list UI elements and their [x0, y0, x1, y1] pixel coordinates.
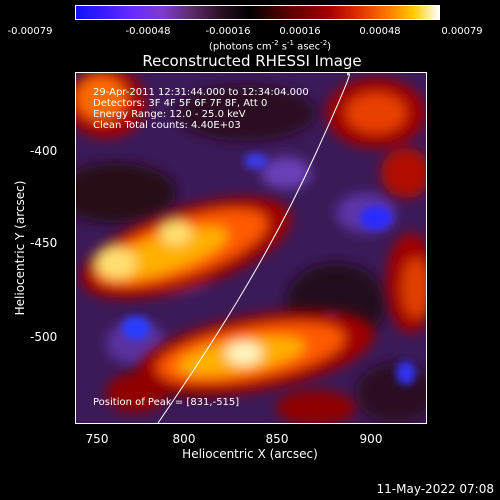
render-timestamp: 11-May-2022 07:08: [376, 482, 494, 496]
info-total-counts: Clean Total counts: 4.40E+03: [93, 120, 241, 131]
info-detectors: Detectors: 3F 4F 5F 6F 7F 8F, Att 0: [93, 98, 268, 109]
colorbar-tick: 0.00079: [441, 26, 483, 37]
x-tick-label: 900: [359, 432, 383, 446]
info-time-range: 29-Apr-2011 12:31:44.000 to 12:34:04.000: [93, 87, 309, 98]
plot-title: Reconstructed RHESSI Image: [142, 52, 362, 70]
x-tick-label: 850: [265, 432, 289, 446]
y-tick-label: -500: [30, 330, 58, 344]
colorbar-tick: 0.00048: [359, 26, 401, 37]
y-tick-label: -400: [30, 144, 58, 158]
colorbar-tick: -0.00048: [125, 26, 171, 37]
info-peak-position: Position of Peak = [831,-515]: [93, 397, 240, 408]
x-tick-label: 800: [172, 432, 196, 446]
flux-image: [76, 73, 426, 423]
colorbar-tick: 0.00016: [279, 26, 321, 37]
colorbar: [75, 5, 440, 20]
y-axis-label: Heliocentric Y (arcsec): [13, 180, 27, 316]
x-tick-label: 750: [85, 432, 109, 446]
x-axis-label: Heliocentric X (arcsec): [182, 447, 318, 461]
colorbar-tick: -0.00016: [205, 26, 251, 37]
colorbar-tick: -0.00079: [7, 26, 53, 37]
solar-limb-line: [157, 73, 350, 423]
y-tick-label: -450: [30, 236, 58, 250]
colorbar-units: (photons cm-2 s-1 asec-2): [208, 39, 332, 53]
info-energy-range: Energy Range: 12.0 - 25.0 keV: [93, 109, 246, 120]
info-overlay: 29-Apr-2011 12:31:44.000 to 12:34:04.000…: [75, 72, 427, 424]
image-plot-area: [75, 72, 427, 424]
hot-sources: [76, 73, 426, 423]
